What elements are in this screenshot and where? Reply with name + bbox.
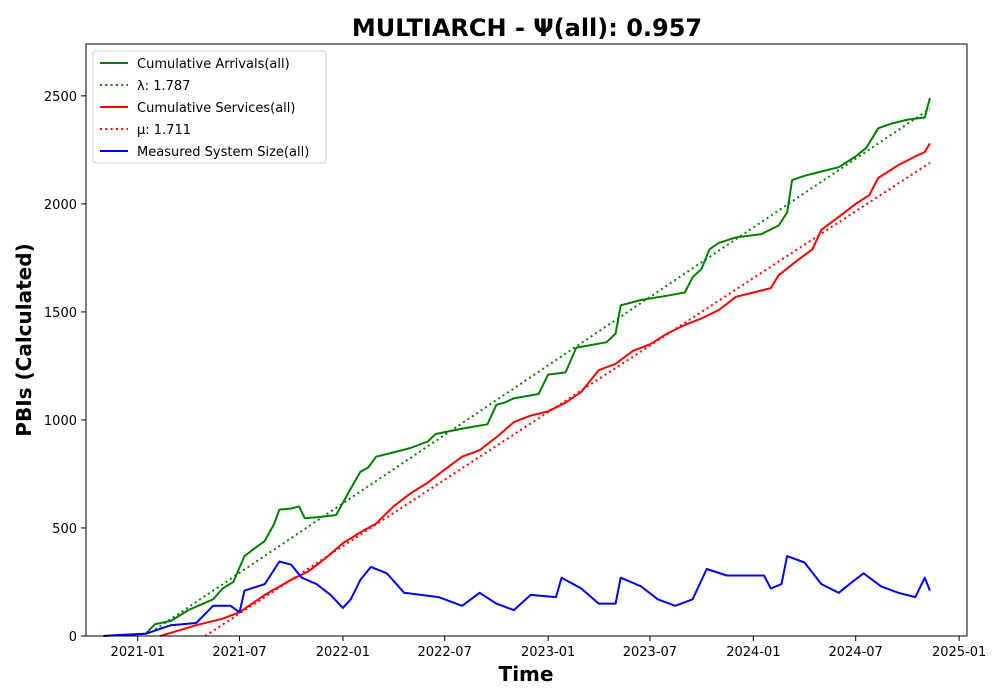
x-tick-label: 2021-07 [212, 645, 266, 660]
series-line-5 [103, 555, 931, 637]
y-tick-label: 1000 [44, 414, 77, 429]
x-tick-label: 2022-01 [316, 645, 370, 660]
y-tick-label: 2000 [44, 198, 77, 213]
x-axis-ticks: 2021-01 2021-07 2022-01 2022-07 2023-01 2023-… [111, 636, 986, 660]
legend-label-4: μ: 1.711 [137, 123, 191, 138]
y-axis-title: PBIs (Calculated) [12, 243, 36, 436]
series-line-2 [154, 107, 931, 631]
y-axis-ticks: 0 500 1000 1500 2000 2500 [44, 90, 86, 645]
y-tick-label: 1500 [44, 306, 77, 321]
x-tick-label: 2025-01 [932, 645, 986, 660]
x-axis-title: Time [499, 662, 554, 686]
x-tick-label: 2023-01 [521, 645, 575, 660]
y-tick-label: 0 [69, 630, 77, 645]
legend: Cumulative Arrivals(all) λ: 1.787 Cumulati… [92, 50, 327, 164]
x-tick-label: 2024-07 [829, 645, 883, 660]
legend-box [92, 50, 327, 164]
axes [85, 43, 968, 637]
plot-area [103, 97, 931, 637]
x-tick-label: 2023-07 [623, 645, 677, 660]
legend-label-5: Measured System Size(all) [137, 145, 309, 160]
legend-label-3: Cumulative Services(all) [137, 101, 295, 116]
series-line-4 [204, 161, 931, 637]
x-tick-label: 2021-01 [111, 645, 165, 660]
x-tick-label: 2024-01 [726, 645, 780, 660]
y-tick-label: 500 [52, 522, 77, 537]
chart-title: MULTIARCH - Ψ(all): 0.957 [352, 14, 702, 42]
x-tick-label: 2022-07 [418, 645, 472, 660]
plot-frame [85, 43, 968, 637]
legend-label-2: λ: 1.787 [137, 79, 190, 94]
series-line-3 [159, 142, 931, 637]
legend-label-1: Cumulative Arrivals(all) [137, 57, 290, 72]
y-tick-label: 2500 [44, 90, 77, 105]
series-line-1 [103, 97, 931, 637]
